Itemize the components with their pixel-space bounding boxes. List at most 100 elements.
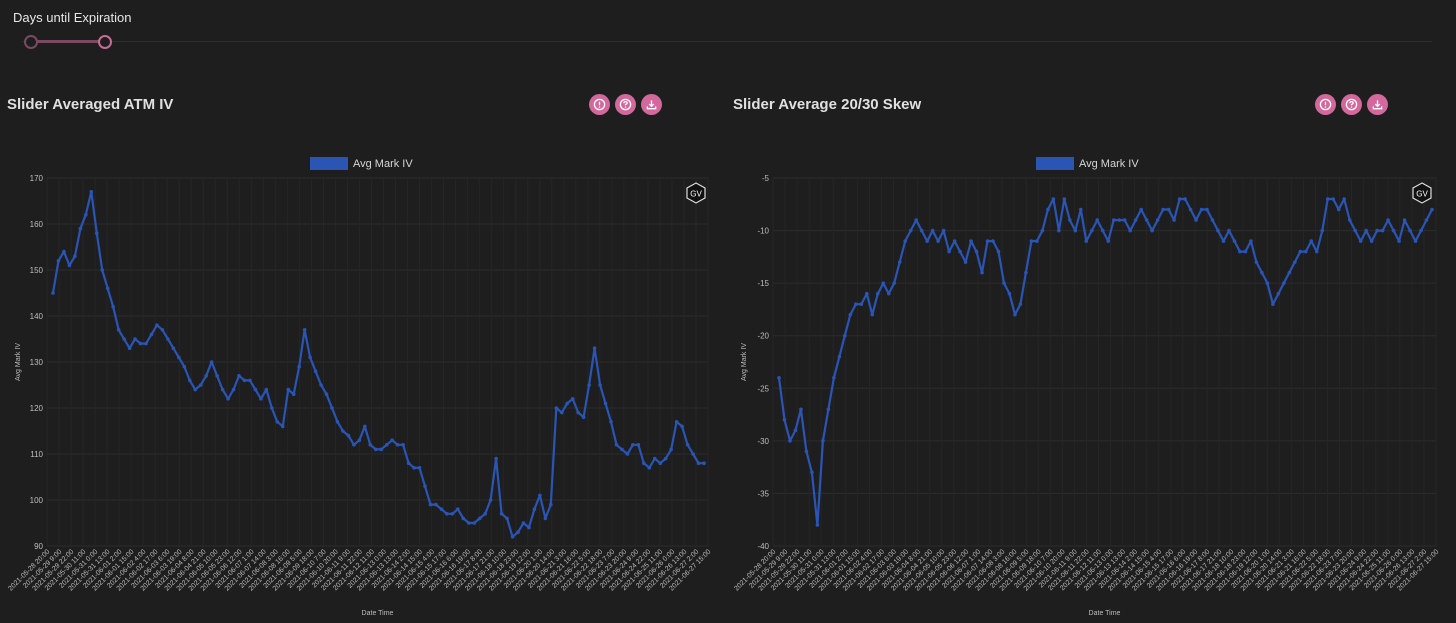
data-point bbox=[777, 375, 781, 380]
data-point bbox=[1073, 228, 1078, 233]
legend[interactable]: Avg Mark IV bbox=[310, 157, 413, 170]
data-point bbox=[821, 439, 825, 443]
y-tick-label: 120 bbox=[30, 404, 44, 413]
data-point bbox=[494, 456, 498, 461]
data-point bbox=[815, 523, 820, 527]
data-point bbox=[100, 268, 105, 272]
data-point bbox=[89, 190, 94, 194]
data-point bbox=[810, 470, 814, 475]
days-range-slider[interactable] bbox=[22, 34, 1432, 50]
data-point bbox=[1232, 239, 1237, 243]
y-tick-label: -40 bbox=[757, 542, 769, 551]
help-button[interactable] bbox=[615, 94, 636, 115]
data-point bbox=[1133, 218, 1138, 222]
slider-thumb-max[interactable] bbox=[98, 35, 112, 49]
data-point bbox=[1397, 239, 1401, 243]
download-icon bbox=[1372, 100, 1383, 110]
data-point bbox=[527, 525, 531, 530]
data-point bbox=[1227, 228, 1231, 233]
data-point bbox=[1353, 228, 1357, 233]
data-point bbox=[1210, 218, 1215, 222]
data-point bbox=[220, 387, 225, 392]
legend[interactable]: Avg Mark IV bbox=[1036, 157, 1139, 170]
data-point bbox=[330, 406, 334, 410]
data-point bbox=[324, 392, 329, 396]
data-point bbox=[259, 397, 263, 401]
data-point bbox=[51, 291, 55, 295]
data-point bbox=[1380, 228, 1385, 233]
data-point bbox=[1424, 218, 1429, 222]
y-tick-label: 110 bbox=[30, 450, 43, 459]
y-tick-label: -5 bbox=[762, 174, 770, 183]
data-point bbox=[674, 420, 679, 424]
data-point bbox=[198, 383, 203, 387]
data-point bbox=[122, 337, 126, 341]
data-point bbox=[1144, 218, 1149, 222]
data-point bbox=[952, 239, 957, 243]
slider-thumb-min[interactable] bbox=[24, 35, 38, 49]
y-tick-label: 140 bbox=[30, 312, 44, 321]
data-point bbox=[505, 516, 509, 521]
data-point bbox=[1282, 281, 1286, 285]
data-point bbox=[1002, 281, 1006, 285]
data-point bbox=[941, 228, 946, 233]
legend-swatch bbox=[310, 157, 348, 170]
data-point bbox=[516, 530, 520, 534]
data-point bbox=[620, 447, 624, 452]
data-point bbox=[559, 410, 564, 415]
data-point bbox=[947, 249, 951, 254]
data-point bbox=[996, 249, 1001, 254]
data-point bbox=[1057, 228, 1061, 233]
data-point bbox=[1221, 239, 1226, 243]
data-point bbox=[691, 452, 695, 456]
data-point bbox=[160, 328, 165, 332]
data-point bbox=[439, 507, 444, 512]
data-point bbox=[636, 443, 641, 447]
data-point bbox=[483, 512, 487, 516]
data-point bbox=[848, 312, 853, 317]
data-point bbox=[870, 312, 875, 317]
info-button[interactable] bbox=[1315, 94, 1336, 115]
data-point bbox=[886, 291, 891, 296]
data-point bbox=[963, 260, 968, 264]
data-point bbox=[570, 397, 575, 401]
download-button[interactable] bbox=[641, 94, 662, 115]
slider-selected-range bbox=[30, 40, 104, 43]
data-point bbox=[1254, 260, 1259, 264]
data-point bbox=[155, 323, 159, 327]
data-point bbox=[930, 228, 935, 233]
y-tick-label: 170 bbox=[30, 174, 44, 183]
data-point bbox=[859, 302, 864, 306]
download-button[interactable] bbox=[1367, 94, 1388, 115]
data-point bbox=[270, 406, 274, 410]
data-point bbox=[149, 332, 154, 337]
data-point bbox=[1166, 207, 1171, 212]
data-point bbox=[854, 302, 858, 306]
info-button[interactable] bbox=[589, 94, 610, 115]
svg-text:GV: GV bbox=[690, 190, 702, 199]
data-point bbox=[1391, 228, 1396, 233]
data-point bbox=[576, 410, 580, 415]
data-point bbox=[625, 452, 630, 456]
data-point bbox=[363, 424, 367, 429]
data-point bbox=[171, 346, 176, 350]
data-point bbox=[510, 535, 515, 539]
y-tick-label: -15 bbox=[757, 279, 769, 288]
data-point bbox=[373, 447, 378, 452]
help-button[interactable] bbox=[1341, 94, 1362, 115]
slider-rail bbox=[22, 41, 1432, 42]
data-point bbox=[1336, 207, 1341, 212]
data-point bbox=[434, 502, 438, 507]
alert-circle-icon bbox=[593, 98, 606, 111]
data-point bbox=[105, 286, 110, 291]
data-point bbox=[799, 407, 803, 412]
data-point bbox=[1205, 207, 1209, 212]
gv-logo-icon: GV bbox=[685, 182, 707, 204]
series-line bbox=[777, 197, 1433, 527]
data-point bbox=[313, 369, 318, 373]
data-point bbox=[587, 383, 591, 387]
data-point bbox=[565, 401, 570, 406]
data-point bbox=[1188, 207, 1193, 212]
data-point bbox=[297, 364, 301, 369]
y-tick-label: 100 bbox=[30, 496, 44, 505]
